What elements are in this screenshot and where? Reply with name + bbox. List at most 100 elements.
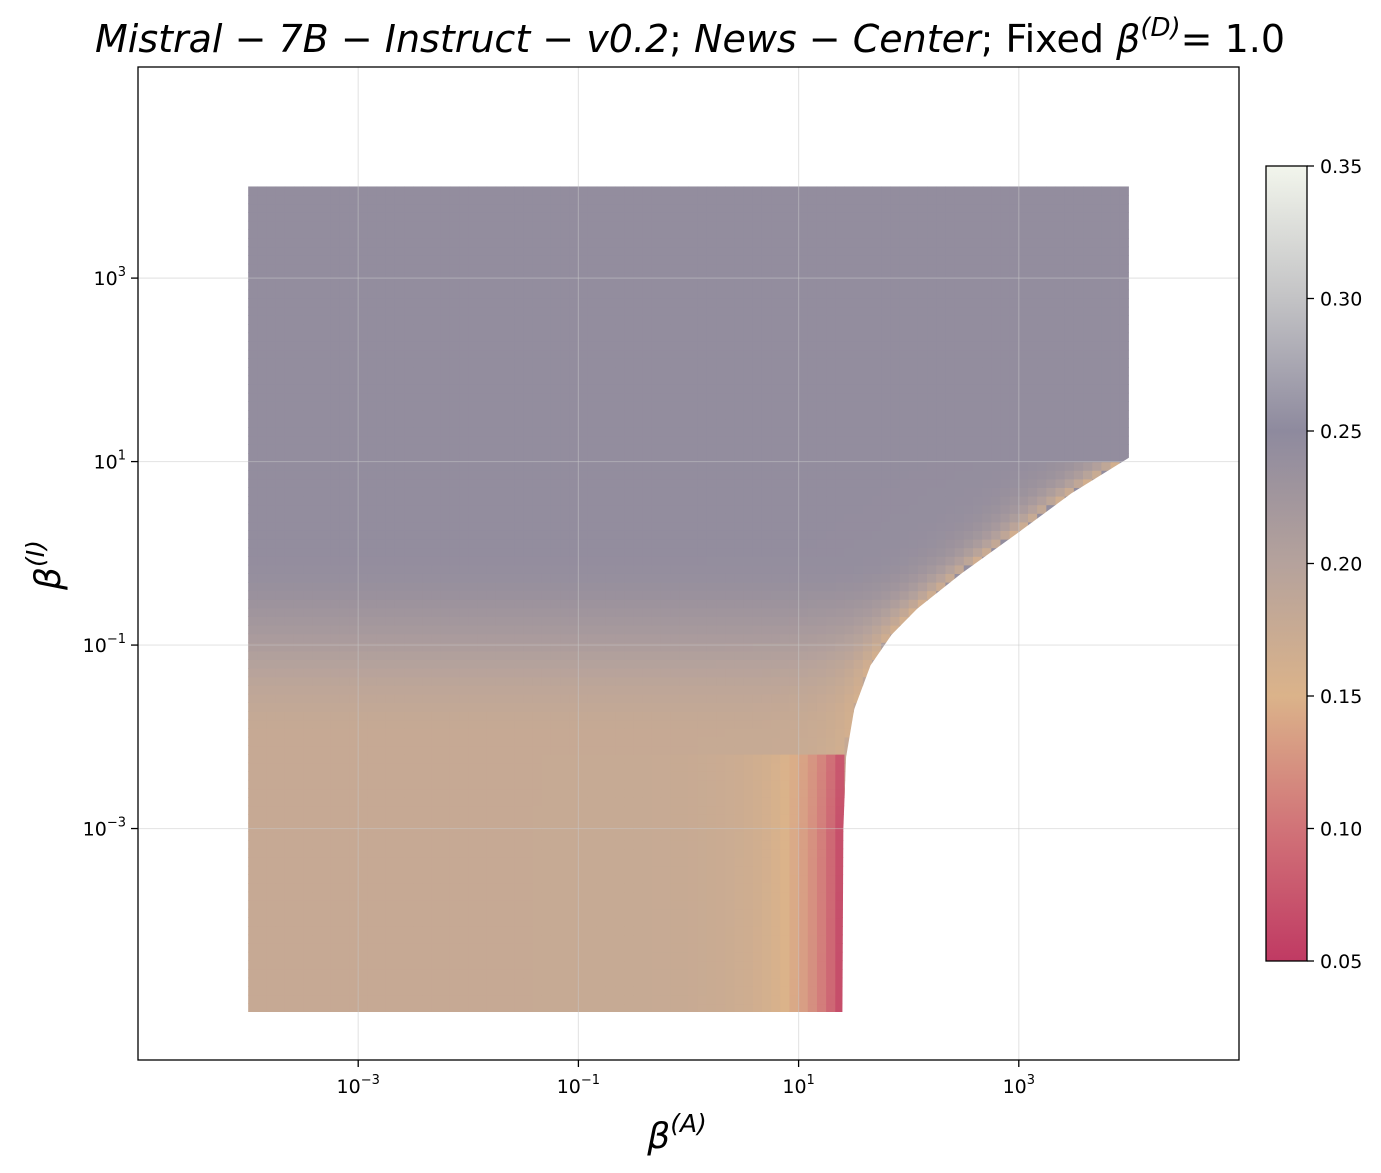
heatmap-cell: [642, 805, 653, 815]
heatmap-cell: [835, 900, 846, 910]
heatmap-cell: [569, 599, 580, 609]
heatmap-cell: [495, 943, 506, 953]
heatmap-cell: [633, 719, 644, 729]
heatmap-cell: [477, 599, 488, 609]
heatmap-cell: [293, 943, 304, 953]
heatmap-cell: [615, 857, 625, 867]
heatmap-cell: [605, 693, 616, 703]
heatmap-cell: [275, 650, 286, 660]
heatmap-cell: [523, 633, 534, 643]
heatmap-cell: [495, 900, 506, 910]
heatmap-cell: [266, 805, 277, 815]
heatmap-cell: [495, 745, 506, 755]
heatmap-cell: [826, 960, 836, 970]
heatmap-cell: [431, 779, 442, 790]
heatmap-cell: [431, 883, 442, 893]
heatmap-cell: [771, 805, 781, 815]
heatmap-cell: [532, 736, 543, 747]
heatmap-cell: [349, 840, 359, 850]
heatmap-cell: [431, 590, 442, 600]
heatmap-cell: [385, 779, 396, 790]
heatmap-cell: [404, 599, 414, 609]
heatmap-cell: [716, 642, 726, 652]
heatmap-cell: [578, 633, 589, 643]
heatmap-cell: [284, 668, 295, 678]
heatmap-cell: [505, 616, 515, 626]
heatmap-cell: [321, 831, 332, 841]
heatmap-cell: [633, 676, 644, 686]
heatmap-cell: [697, 762, 708, 772]
heatmap-cell: [349, 814, 359, 824]
heatmap-cell: [523, 848, 534, 858]
heatmap-cell: [523, 788, 534, 798]
heatmap-cell: [532, 642, 543, 652]
heatmap-cell: [615, 788, 625, 798]
heatmap-cell: [605, 977, 616, 987]
heatmap-cell: [660, 754, 671, 764]
heatmap-cell: [422, 865, 433, 876]
heatmap-cell: [385, 805, 396, 815]
heatmap-cell: [312, 625, 323, 635]
heatmap-cell: [505, 564, 515, 574]
heatmap-cell: [321, 797, 332, 807]
heatmap-cell: [284, 702, 295, 712]
heatmap-cell: [688, 573, 699, 583]
heatmap-cell: [706, 762, 717, 772]
heatmap-cell: [358, 616, 368, 626]
heatmap-cell: [321, 960, 332, 970]
heatmap-cell: [523, 659, 534, 669]
heatmap-cell: [679, 599, 690, 609]
heatmap-cell: [660, 590, 671, 600]
heatmap-cell: [550, 814, 561, 824]
heatmap-cell: [303, 977, 313, 987]
heatmap-cell: [743, 754, 754, 764]
heatmap-cell: [697, 659, 708, 669]
heatmap-cell: [780, 711, 791, 721]
heatmap-cell: [679, 865, 690, 876]
heatmap-cell: [404, 797, 414, 807]
heatmap-cell: [844, 650, 855, 660]
heatmap-cell: [761, 685, 772, 695]
heatmap-cell: [541, 659, 552, 669]
heatmap-cell: [394, 719, 405, 729]
heatmap-cell: [807, 607, 818, 617]
heatmap-cell: [716, 564, 726, 574]
heatmap-cell: [404, 590, 414, 600]
heatmap-cell: [798, 994, 809, 1005]
heatmap-cell: [560, 762, 570, 772]
heatmap-cell: [642, 934, 653, 944]
heatmap-cell: [303, 934, 313, 944]
heatmap-cell: [293, 650, 304, 660]
heatmap-cell: [697, 960, 708, 970]
heatmap-cell: [505, 633, 515, 643]
heatmap-cell: [844, 711, 855, 721]
heatmap-cell: [899, 599, 910, 609]
heatmap-cell: [587, 719, 598, 729]
heatmap-cell: [670, 960, 680, 970]
heatmap-cell: [899, 616, 910, 626]
heatmap-cell: [679, 676, 690, 686]
heatmap-cell: [789, 840, 800, 850]
heatmap-cell: [807, 754, 818, 764]
heatmap-cell: [789, 581, 800, 592]
heatmap-cell: [578, 969, 589, 979]
heatmap-cell: [752, 969, 763, 979]
heatmap-cell: [835, 659, 846, 669]
heatmap-cell: [358, 926, 368, 936]
heatmap-cell: [743, 616, 754, 626]
heatmap-cell: [716, 625, 726, 635]
heatmap-cell: [771, 822, 781, 833]
heatmap-cell: [679, 659, 690, 669]
heatmap-cell: [835, 771, 846, 781]
heatmap-cell: [303, 943, 313, 953]
heatmap-cell: [505, 702, 515, 712]
heatmap-cell: [440, 865, 451, 876]
heatmap-cell: [532, 874, 543, 884]
heatmap-cell: [761, 865, 772, 876]
heatmap-cell: [330, 840, 341, 850]
heatmap-cell: [569, 908, 580, 919]
heatmap-cell: [514, 581, 524, 592]
heatmap-cell: [385, 788, 396, 798]
heatmap-cell: [449, 840, 460, 850]
heatmap-cell: [367, 659, 378, 669]
